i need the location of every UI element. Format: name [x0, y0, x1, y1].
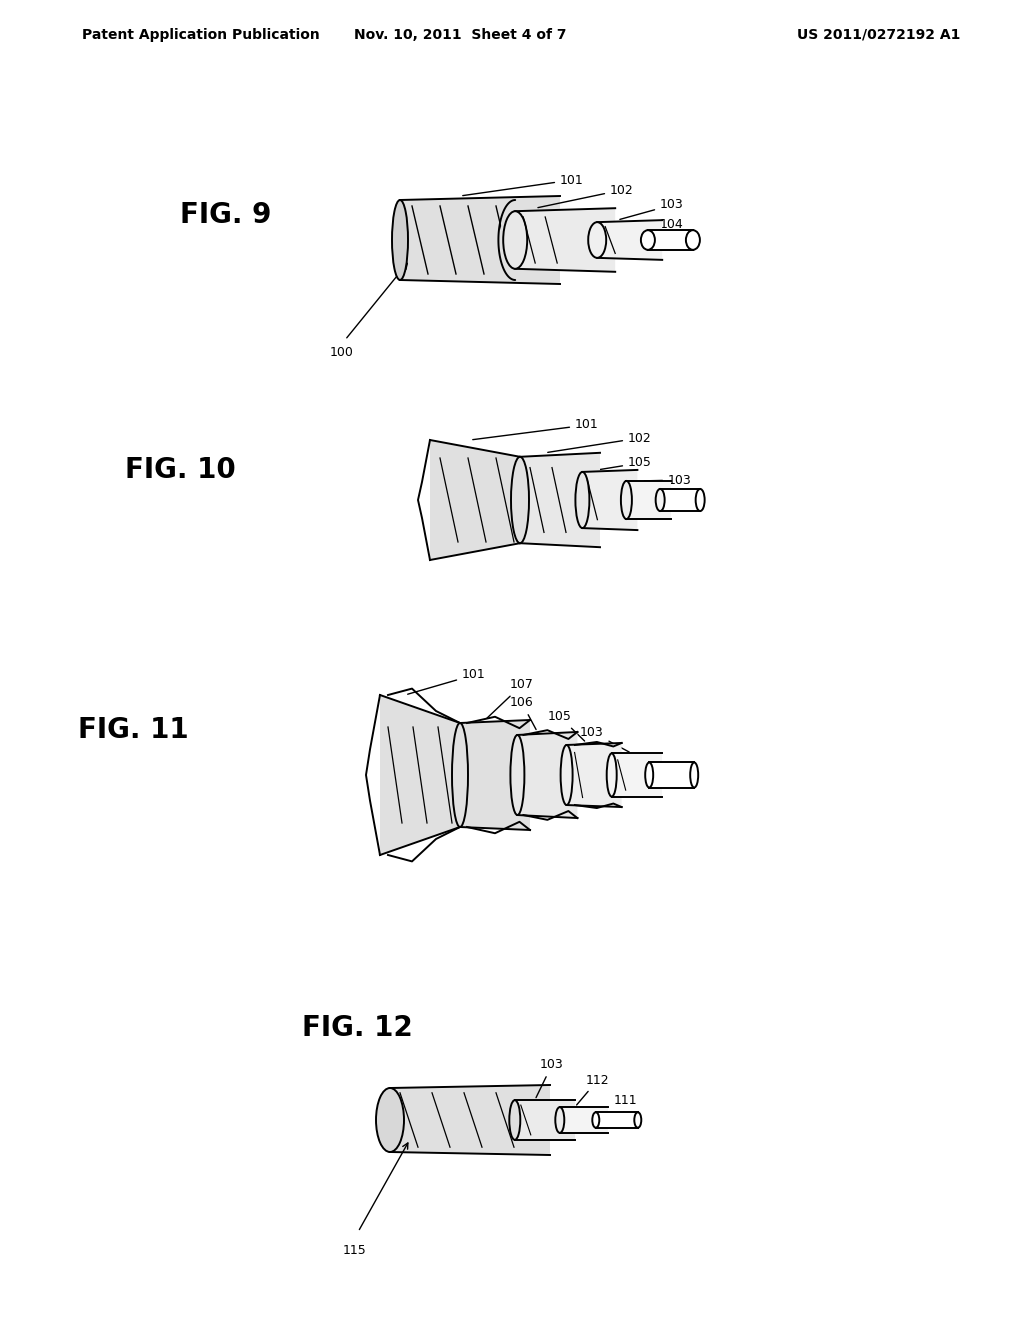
- Text: FIG. 11: FIG. 11: [78, 715, 188, 744]
- Text: 107: 107: [487, 678, 534, 718]
- Text: 104: 104: [670, 495, 693, 508]
- Polygon shape: [597, 220, 663, 260]
- Ellipse shape: [452, 723, 468, 828]
- Text: US 2011/0272192 A1: US 2011/0272192 A1: [797, 28, 961, 42]
- Text: 104: 104: [660, 219, 684, 247]
- Ellipse shape: [686, 230, 699, 249]
- Polygon shape: [596, 1113, 638, 1127]
- Polygon shape: [648, 230, 693, 249]
- Ellipse shape: [641, 230, 655, 249]
- Ellipse shape: [500, 201, 530, 280]
- Polygon shape: [400, 195, 560, 284]
- Polygon shape: [520, 453, 600, 548]
- Text: 106: 106: [510, 697, 537, 730]
- Text: FIG. 12: FIG. 12: [302, 1014, 413, 1041]
- Ellipse shape: [503, 211, 527, 269]
- Text: 111: 111: [614, 1093, 638, 1125]
- Polygon shape: [560, 1107, 608, 1133]
- Ellipse shape: [655, 488, 665, 511]
- Ellipse shape: [588, 222, 606, 257]
- Polygon shape: [649, 763, 694, 788]
- Text: 101: 101: [463, 173, 584, 195]
- Text: 102: 102: [538, 183, 634, 207]
- Text: 101: 101: [408, 668, 485, 694]
- Text: 115: 115: [343, 1245, 367, 1258]
- Text: 102: 102: [548, 432, 651, 453]
- Text: 112: 112: [577, 1073, 609, 1105]
- Text: 103: 103: [620, 198, 684, 219]
- Text: Nov. 10, 2011  Sheet 4 of 7: Nov. 10, 2011 Sheet 4 of 7: [353, 28, 566, 42]
- Polygon shape: [583, 470, 637, 531]
- Ellipse shape: [511, 457, 529, 544]
- Ellipse shape: [509, 1100, 520, 1140]
- Polygon shape: [515, 1100, 574, 1140]
- Polygon shape: [566, 743, 622, 807]
- Text: 104: 104: [615, 759, 691, 787]
- Text: Patent Application Publication: Patent Application Publication: [82, 28, 319, 42]
- Ellipse shape: [621, 480, 632, 519]
- Ellipse shape: [560, 744, 572, 805]
- Polygon shape: [517, 733, 578, 818]
- Ellipse shape: [555, 1107, 564, 1133]
- Text: 103: 103: [580, 726, 630, 752]
- Text: 101: 101: [473, 418, 599, 440]
- Polygon shape: [627, 480, 672, 519]
- Polygon shape: [611, 754, 662, 797]
- Ellipse shape: [645, 763, 653, 788]
- Polygon shape: [515, 209, 615, 272]
- Ellipse shape: [592, 1113, 599, 1127]
- Ellipse shape: [606, 754, 616, 797]
- Text: 105: 105: [548, 710, 585, 741]
- Ellipse shape: [510, 735, 524, 814]
- Polygon shape: [430, 440, 520, 560]
- Text: FIG. 10: FIG. 10: [125, 455, 236, 484]
- Text: 103: 103: [644, 474, 692, 487]
- Text: 103: 103: [536, 1059, 564, 1098]
- Ellipse shape: [376, 1088, 404, 1152]
- Ellipse shape: [634, 1113, 641, 1127]
- Ellipse shape: [392, 201, 408, 280]
- Ellipse shape: [690, 763, 698, 788]
- Ellipse shape: [695, 488, 705, 511]
- Text: 105: 105: [600, 457, 652, 470]
- Text: FIG. 9: FIG. 9: [180, 201, 271, 228]
- Polygon shape: [390, 1085, 550, 1155]
- Polygon shape: [380, 696, 460, 855]
- Ellipse shape: [575, 473, 590, 528]
- Polygon shape: [660, 488, 700, 511]
- Text: 100: 100: [330, 346, 354, 359]
- Polygon shape: [460, 719, 530, 830]
